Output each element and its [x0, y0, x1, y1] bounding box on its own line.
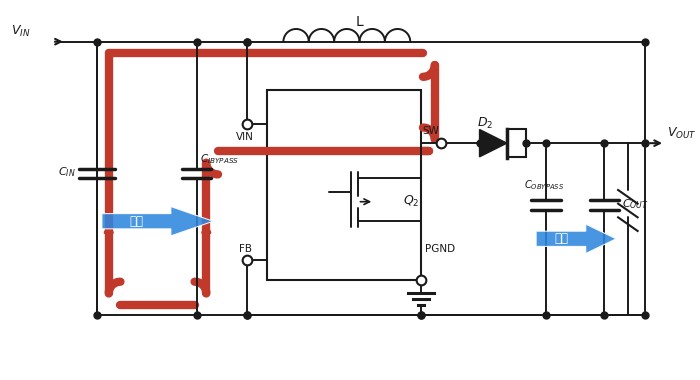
Text: $C_{IN}$: $C_{IN}$ — [58, 166, 76, 179]
Text: VIN: VIN — [237, 132, 254, 142]
Text: $V_{IN}$: $V_{IN}$ — [11, 24, 31, 39]
FancyArrow shape — [536, 224, 616, 253]
Text: L: L — [356, 15, 363, 29]
Text: $C_{IBYPASS}$: $C_{IBYPASS}$ — [200, 152, 239, 166]
Text: $D_2$: $D_2$ — [477, 116, 494, 131]
Text: $C_{OBYPASS}$: $C_{OBYPASS}$ — [524, 178, 564, 192]
Text: FB: FB — [239, 244, 252, 253]
Bar — [267, 90, 421, 280]
Text: $Q_2$: $Q_2$ — [403, 194, 420, 209]
Text: PGND: PGND — [425, 244, 455, 253]
Text: 合并: 合并 — [130, 215, 144, 228]
Text: SW: SW — [422, 127, 439, 136]
Text: $C_{OUT}$: $C_{OUT}$ — [622, 197, 649, 211]
Text: 合并: 合并 — [554, 232, 568, 245]
Polygon shape — [480, 130, 507, 157]
Text: $V_{OUT}$: $V_{OUT}$ — [667, 126, 696, 141]
FancyArrow shape — [102, 207, 213, 236]
Bar — [507, 130, 526, 157]
